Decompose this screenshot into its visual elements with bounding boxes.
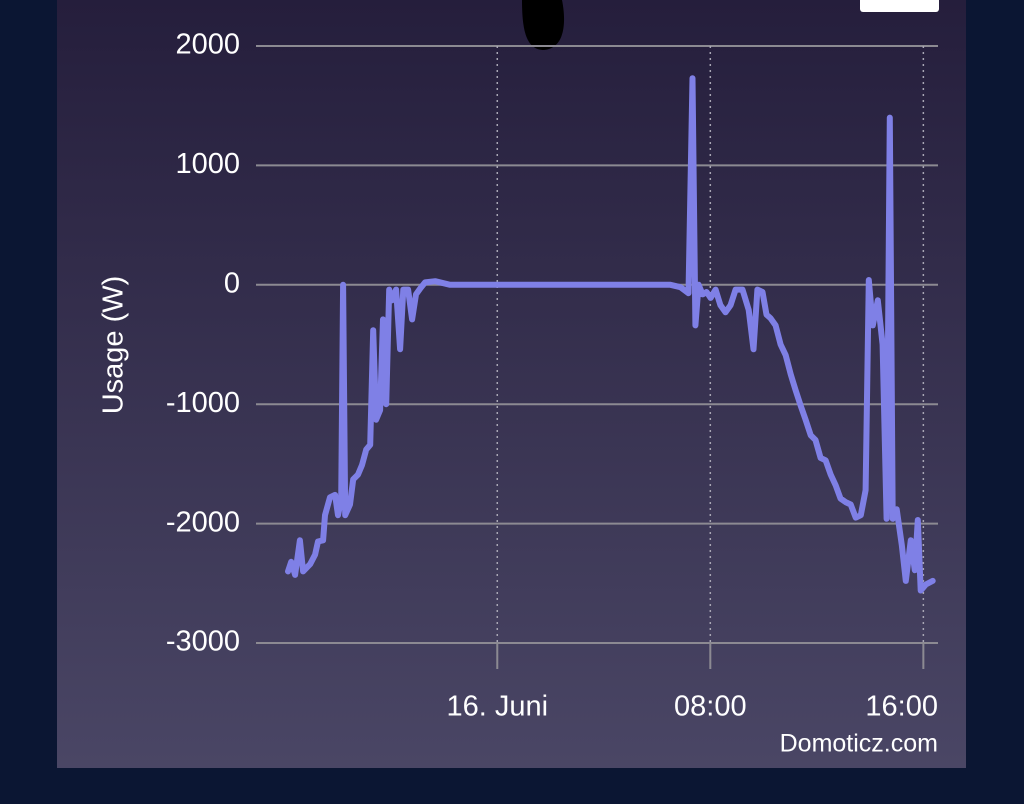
y-tick-label: -3000 xyxy=(166,626,240,658)
x-tick-label: 16:00 xyxy=(865,691,938,723)
chart-panel xyxy=(57,0,966,768)
y-tick-label: 2000 xyxy=(175,29,240,61)
x-tick-label: 16. Juni xyxy=(446,691,548,723)
x-tick-label: 08:00 xyxy=(674,691,747,723)
menu-button[interactable] xyxy=(860,0,939,12)
y-axis-title: Usage (W) xyxy=(98,276,130,415)
y-tick-label: -1000 xyxy=(166,387,240,419)
y-tick-label: -2000 xyxy=(166,506,240,538)
credit: Domoticz.com xyxy=(780,730,938,758)
data-line xyxy=(285,75,936,594)
y-tick-label: 0 xyxy=(224,267,240,299)
pointer-blob xyxy=(522,0,565,50)
y-tick-label: 1000 xyxy=(175,148,240,180)
